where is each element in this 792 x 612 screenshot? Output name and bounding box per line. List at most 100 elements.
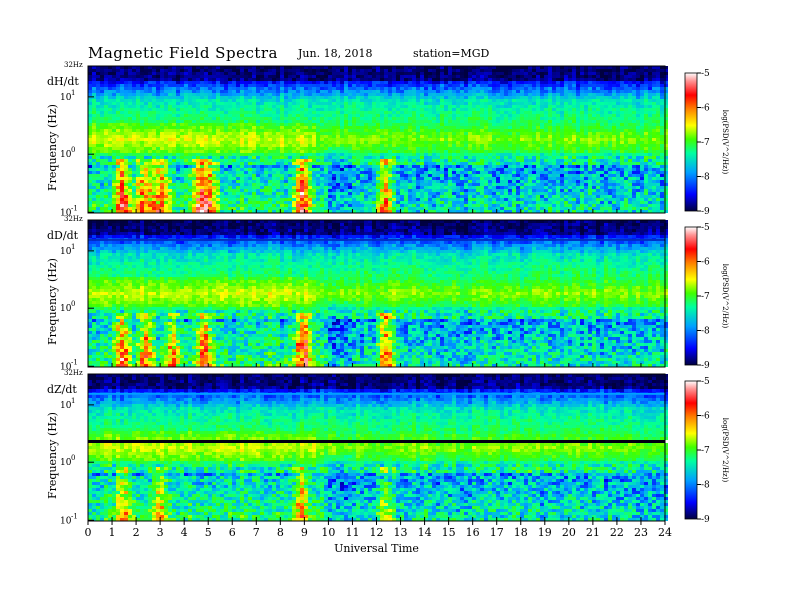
spectrogram-cell [172, 162, 176, 165]
spectrogram-cell [520, 105, 524, 108]
spectrogram-cell [196, 99, 200, 102]
spectrogram-cell [416, 102, 420, 105]
spectrogram-cell [484, 111, 488, 114]
spectrogram-cell [116, 87, 120, 90]
spectrogram-cell [288, 135, 292, 138]
spectrogram-cell [200, 159, 204, 162]
spectrogram-cell [268, 99, 272, 102]
spectrogram-cell [376, 159, 380, 162]
spectrogram-cell [116, 162, 120, 165]
spectrogram-cell [220, 144, 224, 147]
spectrogram-cell [368, 162, 372, 165]
spectrogram-cell [544, 93, 548, 96]
spectrogram-cell [108, 141, 112, 144]
spectrogram-cell [136, 153, 140, 156]
spectrogram-cell [168, 93, 172, 96]
spectrogram-cell [220, 141, 224, 144]
spectrogram-cell [200, 168, 204, 171]
spectrogram-cell [608, 114, 612, 117]
spectrogram-cell [644, 162, 648, 165]
spectrogram-cell [632, 108, 636, 111]
spectrogram-cell [316, 117, 320, 120]
spectrogram-cell [312, 147, 316, 150]
spectrogram-cell [540, 111, 544, 114]
spectrogram-cell [512, 150, 516, 153]
spectrogram-cell [104, 96, 108, 99]
spectrogram-cell [132, 156, 136, 159]
spectrogram-cell [620, 75, 624, 78]
spectrogram-cell [412, 81, 416, 84]
spectrogram-cell [560, 159, 564, 162]
spectrogram-cell [352, 117, 356, 120]
spectrogram-cell [380, 165, 384, 168]
spectrogram-cell [204, 114, 208, 117]
spectrogram-cell [608, 135, 612, 138]
spectrogram-cell [468, 126, 472, 129]
spectrogram-cell [556, 135, 560, 138]
spectrogram-cell [596, 93, 600, 96]
spectrogram-cell [512, 90, 516, 93]
spectrogram-cell [520, 162, 524, 165]
spectrogram-cell [292, 159, 296, 162]
spectrogram-cell [488, 93, 492, 96]
spectrogram-cell [172, 114, 176, 117]
spectrogram-cell [472, 156, 476, 159]
spectrogram-cell [408, 162, 412, 165]
spectrogram-cell [128, 132, 132, 135]
spectrogram-cell [340, 90, 344, 93]
spectrogram-cell [196, 108, 200, 111]
spectrogram-cell [92, 105, 96, 108]
spectrogram-cell [448, 96, 452, 99]
spectrogram-cell [316, 84, 320, 87]
spectrogram-cell [200, 150, 204, 153]
spectrogram-cell [336, 138, 340, 141]
spectrogram-cell [604, 78, 608, 81]
spectrogram-cell [444, 141, 448, 144]
spectrogram-cell [208, 81, 212, 84]
spectrogram-cell [188, 132, 192, 135]
spectrogram-cell [484, 93, 488, 96]
spectrogram-cell [468, 102, 472, 105]
spectrogram-cell [288, 66, 292, 69]
spectrogram-cell [332, 144, 336, 147]
spectrogram-cell [252, 72, 256, 75]
spectrogram-cell [264, 147, 268, 150]
spectrogram-cell [396, 129, 400, 132]
spectrogram-cell [160, 168, 164, 171]
spectrogram-cell [324, 87, 328, 90]
spectrogram-cell [380, 81, 384, 84]
spectrogram-cell [428, 129, 432, 132]
spectrogram-cell [536, 159, 540, 162]
spectrogram-cell [400, 69, 404, 72]
spectrogram-cell [400, 111, 404, 114]
spectrogram-cell [584, 96, 588, 99]
spectrogram-cell [392, 120, 396, 123]
spectrogram-cell [464, 150, 468, 153]
spectrogram-cell [104, 78, 108, 81]
spectrogram-cell [400, 66, 404, 69]
spectrogram-cell [412, 93, 416, 96]
spectrogram-cell [144, 99, 148, 102]
spectrogram-cell [308, 141, 312, 144]
spectrogram-cell [520, 135, 524, 138]
spectrogram-cell [624, 153, 628, 156]
spectrogram-cell [232, 102, 236, 105]
spectrogram-cell [384, 78, 388, 81]
spectrogram-cell [280, 117, 284, 120]
spectrogram-cell [492, 78, 496, 81]
spectrogram-cell [604, 114, 608, 117]
spectrogram-cell [488, 150, 492, 153]
spectrogram-cell [136, 168, 140, 171]
spectrogram-cell [332, 75, 336, 78]
spectrogram-cell [192, 150, 196, 153]
spectrogram-cell [508, 84, 512, 87]
spectrogram-cell [212, 138, 216, 141]
spectrogram-cell [264, 168, 268, 171]
spectrogram-cell [464, 102, 468, 105]
spectrogram-cell [596, 87, 600, 90]
spectrogram-cell [652, 90, 656, 93]
spectrogram-cell [164, 162, 168, 165]
spectrogram-cell [544, 123, 548, 126]
spectrogram-cell [248, 147, 252, 150]
spectrogram-cell [536, 102, 540, 105]
